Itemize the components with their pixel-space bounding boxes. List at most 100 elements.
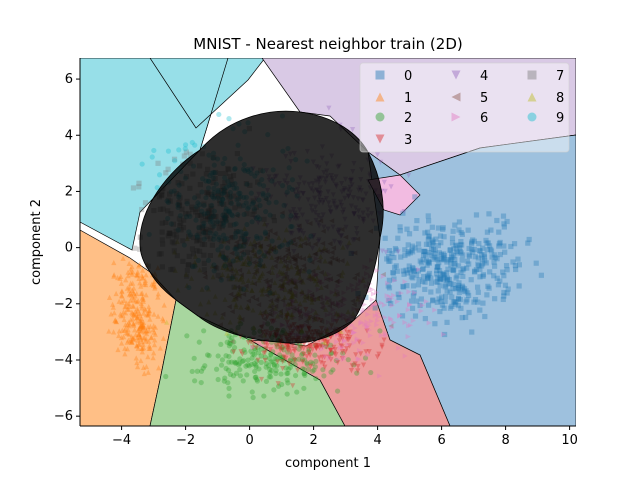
point-class-3 [360, 362, 367, 368]
point-class-3 [379, 344, 385, 350]
point-class-0 [408, 274, 414, 280]
point-class-1 [119, 327, 125, 333]
point-class-1 [134, 310, 140, 317]
point-class-0 [426, 260, 432, 266]
point-class-0 [450, 228, 456, 234]
point-class-0 [501, 293, 507, 299]
point-class-1 [129, 335, 135, 342]
point-class-1 [126, 301, 132, 307]
point-class-2 [265, 363, 272, 369]
point-class-3 [274, 343, 280, 349]
legend-marker-9 [527, 112, 537, 122]
point-class-0 [444, 259, 450, 265]
point-class-4 [326, 105, 332, 111]
point-class-1 [134, 343, 140, 349]
point-class-0 [425, 213, 431, 219]
point-class-0 [442, 331, 448, 338]
point-class-2 [263, 378, 270, 384]
point-class-0 [405, 249, 412, 255]
point-class-9 [216, 111, 222, 118]
point-class-0 [406, 263, 412, 269]
point-class-6 [376, 314, 382, 320]
point-class-2 [301, 385, 307, 391]
point-class-1 [140, 345, 147, 351]
point-class-1 [150, 282, 157, 289]
point-class-1 [138, 336, 144, 342]
point-class-0 [425, 272, 431, 278]
point-class-0 [442, 275, 448, 281]
point-class-2 [277, 354, 283, 361]
point-class-2 [292, 357, 298, 363]
point-class-1 [140, 275, 146, 281]
point-class-1 [126, 303, 132, 309]
point-class-2 [291, 356, 297, 362]
decision-regions [80, 58, 576, 426]
point-class-0 [425, 274, 431, 280]
point-class-3 [333, 352, 339, 358]
point-class-0 [410, 283, 417, 289]
point-class-0 [455, 302, 461, 309]
point-class-0 [441, 272, 447, 278]
legend-label-5: 5 [480, 91, 488, 106]
point-class-0 [393, 247, 399, 253]
point-class-3 [356, 339, 362, 345]
point-class-3 [306, 350, 312, 356]
point-class-6 [374, 267, 380, 274]
point-class-1 [141, 324, 147, 330]
point-class-1 [116, 328, 122, 334]
point-class-0 [410, 266, 416, 272]
point-class-0 [463, 288, 469, 294]
point-class-0 [391, 276, 397, 282]
point-class-3 [285, 347, 291, 354]
point-class-1 [118, 313, 124, 319]
point-class-1 [135, 263, 142, 269]
point-class-6 [335, 356, 341, 362]
point-class-6 [354, 336, 361, 342]
point-class-6 [364, 324, 371, 330]
point-class-3 [306, 345, 313, 351]
point-class-0 [456, 289, 462, 295]
point-class-0 [449, 235, 456, 241]
point-class-0 [476, 247, 483, 254]
point-class-0 [494, 275, 500, 281]
point-class-1 [132, 312, 138, 318]
point-class-1 [143, 363, 150, 370]
point-class-3 [315, 343, 321, 349]
point-class-0 [435, 242, 441, 249]
point-class-9 [226, 116, 232, 122]
point-class-6 [369, 297, 375, 303]
point-class-3 [321, 337, 327, 343]
point-class-0 [444, 275, 450, 281]
point-class-2 [258, 346, 264, 352]
point-class-0 [420, 252, 427, 258]
point-class-2 [198, 368, 205, 374]
point-class-2 [266, 374, 272, 380]
point-class-1 [124, 339, 130, 345]
point-class-0 [433, 279, 439, 285]
point-class-3 [250, 341, 256, 347]
point-class-2 [163, 373, 169, 380]
point-class-1 [122, 345, 128, 351]
point-class-0 [402, 252, 408, 259]
point-class-1 [145, 324, 151, 330]
point-class-3 [336, 333, 342, 339]
point-class-0 [516, 283, 522, 289]
y-axis-label: component 2 [29, 199, 44, 285]
point-class-0 [402, 247, 408, 253]
point-class-1 [140, 319, 147, 326]
point-class-0 [436, 296, 442, 302]
point-class-1 [161, 302, 167, 308]
point-class-3 [309, 343, 315, 349]
point-class-0 [479, 261, 486, 267]
legend-label-4: 4 [480, 69, 488, 84]
point-class-3 [318, 359, 324, 365]
point-class-0 [410, 275, 416, 281]
point-class-0 [466, 253, 473, 259]
point-class-3 [277, 345, 283, 351]
point-class-2 [285, 370, 291, 376]
point-class-6 [384, 293, 390, 299]
point-class-2 [237, 373, 244, 379]
point-class-6 [367, 332, 374, 339]
point-class-0 [397, 224, 403, 230]
point-class-2 [249, 355, 255, 361]
